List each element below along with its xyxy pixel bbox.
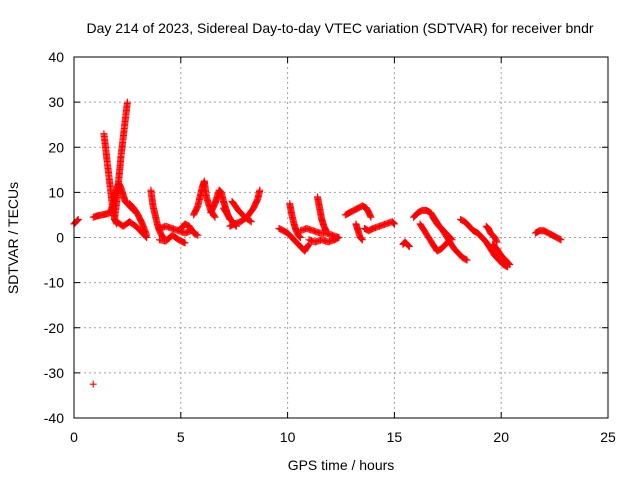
axis-ticks xyxy=(73,56,609,419)
data-point-marker xyxy=(143,231,151,239)
data-series xyxy=(70,98,565,388)
y-tick-label: 10 xyxy=(48,184,64,200)
data-point-marker xyxy=(295,232,303,240)
data-point-marker xyxy=(390,219,398,227)
y-tick-label: 0 xyxy=(56,230,64,246)
data-point-marker xyxy=(304,241,312,249)
data-point-marker xyxy=(463,256,471,264)
data-point-marker xyxy=(405,242,413,250)
y-axis-title: SDTVAR / TECUs xyxy=(5,182,21,294)
data-point-marker xyxy=(74,215,82,223)
data-point-marker xyxy=(357,234,365,242)
y-tick-label: -20 xyxy=(44,320,64,336)
y-tick-label: 40 xyxy=(48,49,64,65)
data-point-marker xyxy=(73,217,81,225)
data-point-marker xyxy=(256,186,264,194)
y-tick-labels: -40 -30 -20 -10 0 10 20 30 40 xyxy=(44,49,64,426)
data-point-marker xyxy=(181,239,189,247)
x-tick-label: 10 xyxy=(280,429,296,445)
data-point-marker xyxy=(296,233,304,241)
y-tick-label: 20 xyxy=(48,139,64,155)
data-point-marker xyxy=(358,235,366,243)
data-point-marker xyxy=(557,236,565,244)
data-point-marker xyxy=(506,261,514,269)
data-point-marker xyxy=(493,238,501,246)
x-tick-label: 5 xyxy=(177,429,185,445)
y-tick-label: -10 xyxy=(44,275,64,291)
data-point-marker xyxy=(211,213,219,221)
data-point-marker xyxy=(247,218,255,226)
data-point-marker xyxy=(89,380,97,388)
data-point-marker xyxy=(404,241,412,249)
y-tick-label: -30 xyxy=(44,365,64,381)
data-point-marker xyxy=(462,255,470,263)
data-point-marker xyxy=(390,220,398,228)
data-point-marker xyxy=(246,217,254,225)
data-point-marker xyxy=(335,234,343,241)
x-tick-label: 25 xyxy=(600,429,616,445)
x-tick-labels: 0 5 10 15 20 25 xyxy=(70,429,616,445)
data-point-marker xyxy=(556,235,564,243)
data-point-marker xyxy=(334,234,342,242)
data-point-marker xyxy=(123,98,131,106)
y-tick-label: -40 xyxy=(44,410,64,426)
x-tick-label: 20 xyxy=(493,429,509,445)
data-point-marker xyxy=(193,231,201,239)
data-point-marker xyxy=(322,227,330,235)
data-point-marker xyxy=(367,213,375,221)
data-point-marker xyxy=(505,260,513,268)
data-point-marker xyxy=(405,243,413,251)
data-point-marker xyxy=(389,218,397,226)
x-axis-title: GPS time / hours xyxy=(288,457,395,473)
x-tick-label: 0 xyxy=(70,429,78,445)
data-point-marker xyxy=(194,231,202,239)
x-tick-label: 15 xyxy=(387,429,403,445)
data-point-marker xyxy=(74,216,82,224)
data-point-marker xyxy=(210,212,218,220)
y-tick-label: 30 xyxy=(48,94,64,110)
chart-title: Day 214 of 2023, Sidereal Day-to-day VTE… xyxy=(86,20,593,36)
data-point-marker xyxy=(358,236,366,244)
data-point-marker xyxy=(296,234,304,241)
